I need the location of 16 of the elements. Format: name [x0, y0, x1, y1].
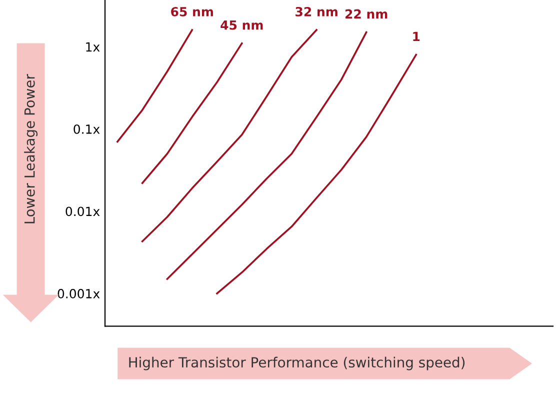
series-label: 65 nm: [171, 6, 213, 16]
line-series: [116, 29, 194, 143]
series-label: 1: [413, 32, 420, 41]
y-tick-label: 1x: [86, 42, 100, 52]
line-series: [166, 31, 368, 280]
y-tick-label: 0.001x: [58, 288, 100, 298]
x-axis-title: Higher Transistor Performance (switching speed): [129, 356, 465, 370]
series-label: 32 nm: [296, 6, 338, 16]
y-tick-label: 0.1x: [74, 124, 100, 134]
y-axis-title: Lower Leakage Power: [24, 74, 38, 224]
line-series: [216, 54, 418, 294]
series-label: 45 nm: [220, 20, 263, 30]
line-series: [141, 29, 318, 242]
line-series: [141, 42, 243, 184]
series-label: 22 nm: [345, 9, 388, 19]
y-tick-label: 0.01x: [66, 206, 100, 216]
